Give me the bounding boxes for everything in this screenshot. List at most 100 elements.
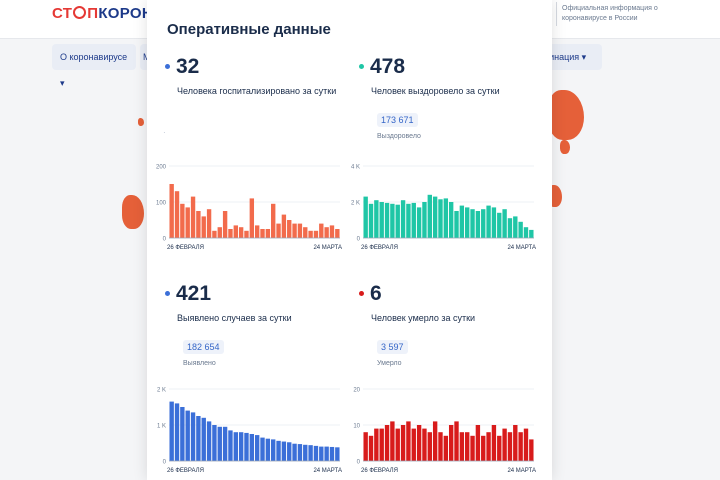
bar[interactable] [374,200,379,238]
bar[interactable] [174,191,180,238]
bar[interactable] [276,440,281,461]
bar[interactable] [427,194,432,238]
bar[interactable] [265,438,271,461]
bar[interactable] [486,205,491,238]
bar[interactable] [329,225,335,238]
bar[interactable] [395,204,400,238]
bar[interactable] [206,421,212,461]
bar[interactable] [448,202,454,238]
bar[interactable] [174,403,180,461]
bar[interactable] [497,212,502,238]
bar[interactable] [244,432,249,461]
bar[interactable] [260,229,265,238]
bar[interactable] [287,220,292,238]
bar[interactable] [238,227,244,238]
bar[interactable] [201,417,206,461]
bar[interactable] [374,428,379,461]
bar[interactable] [233,225,238,238]
bar[interactable] [438,432,443,461]
bar[interactable] [465,207,470,238]
bar[interactable] [271,203,276,238]
bar[interactable] [518,221,523,238]
bar[interactable] [271,439,276,461]
bar[interactable] [196,211,201,238]
bar[interactable] [406,421,411,461]
bar[interactable] [481,435,486,461]
bar[interactable] [254,435,260,461]
bar[interactable] [368,435,374,461]
bar[interactable] [180,407,185,461]
bar[interactable] [180,203,185,238]
bar[interactable] [368,203,374,238]
bar[interactable] [212,425,217,461]
bar[interactable] [308,230,313,238]
bar[interactable] [454,211,459,238]
bar[interactable] [303,227,308,238]
bar[interactable] [454,421,459,461]
bar[interactable] [190,412,196,461]
bar[interactable] [390,203,395,238]
bar[interactable] [529,229,534,238]
bar[interactable] [422,202,427,238]
bar[interactable] [265,229,271,238]
bar[interactable] [491,207,497,238]
bar[interactable] [497,435,502,461]
bar[interactable] [422,428,427,461]
bar[interactable] [395,428,400,461]
bar[interactable] [313,230,319,238]
bar[interactable] [529,439,534,461]
bar[interactable] [400,425,406,461]
bar[interactable] [217,426,222,461]
bar[interactable] [470,209,475,238]
bar[interactable] [443,435,449,461]
bar[interactable] [379,202,384,238]
bar[interactable] [196,416,201,461]
bar[interactable] [465,432,470,461]
bar[interactable] [416,207,422,238]
bar[interactable] [238,432,244,461]
bar[interactable] [438,199,443,238]
bar[interactable] [185,207,190,238]
bar[interactable] [222,426,228,461]
bar[interactable] [329,446,335,461]
bar[interactable] [491,425,497,461]
bar[interactable] [297,444,303,461]
bar[interactable] [228,229,233,238]
bar[interactable] [443,198,449,238]
bar[interactable] [281,214,287,238]
bar[interactable] [233,432,238,461]
bar[interactable] [416,425,422,461]
bar[interactable] [502,428,507,461]
bar[interactable] [363,196,368,238]
bar[interactable] [249,434,255,461]
bar[interactable] [481,209,486,238]
bar[interactable] [448,425,454,461]
bar[interactable] [190,196,196,238]
bar[interactable] [249,198,255,238]
bar[interactable] [303,444,308,461]
bar[interactable] [319,446,324,461]
bar[interactable] [222,211,228,238]
bar[interactable] [281,441,287,461]
bar[interactable] [411,202,416,238]
bar[interactable] [432,421,438,461]
bar[interactable] [475,425,481,461]
bar[interactable] [212,230,217,238]
bar[interactable] [459,432,465,461]
bar[interactable] [411,428,416,461]
nav-about-coronavirus[interactable]: О коронавирусе ▾ [52,44,136,88]
bar[interactable] [228,430,233,461]
bar[interactable] [523,428,529,461]
bar[interactable] [319,223,324,238]
bar[interactable] [169,401,174,461]
bar[interactable] [486,432,491,461]
bar[interactable] [292,443,297,461]
bar[interactable] [217,227,222,238]
bar[interactable] [292,223,297,238]
bar[interactable] [324,227,329,238]
bar[interactable] [297,223,303,238]
bar[interactable] [427,432,432,461]
bar[interactable] [185,410,190,461]
bar[interactable] [254,225,260,238]
bar[interactable] [507,218,513,238]
